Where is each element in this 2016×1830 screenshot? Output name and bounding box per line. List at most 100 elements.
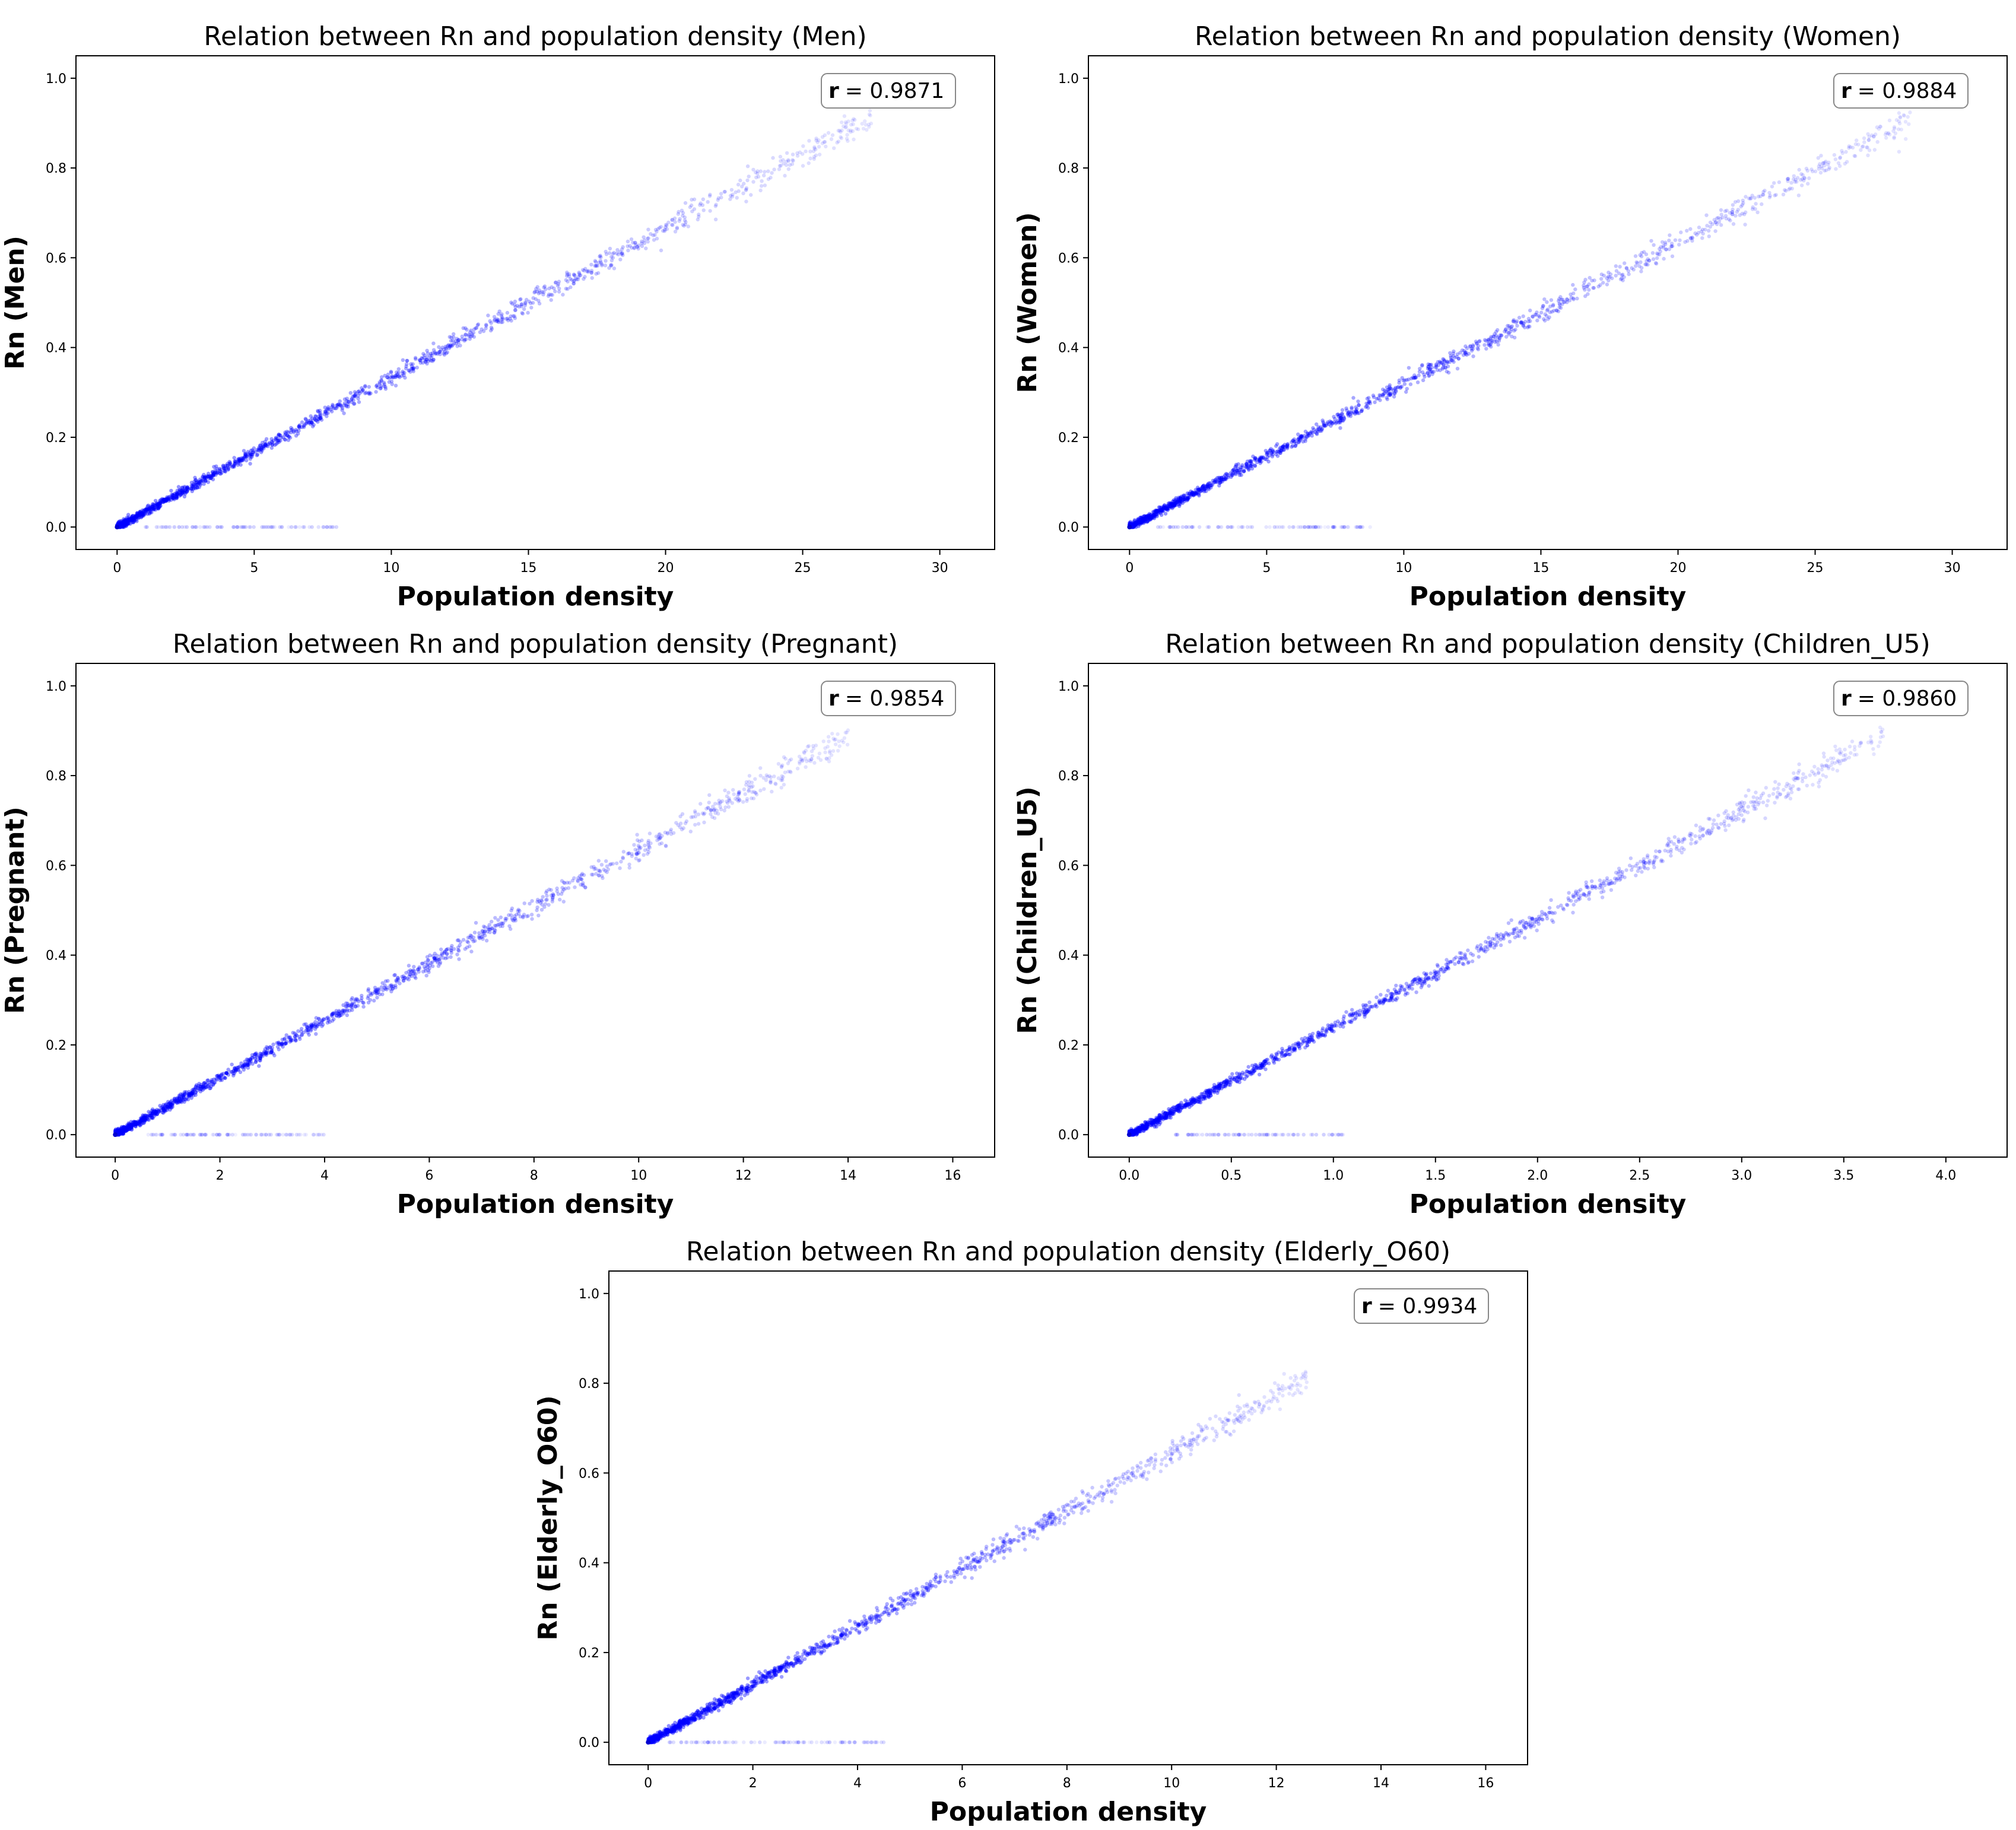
scatter-point [142,1116,147,1120]
scatter-point [302,1022,306,1027]
scatter-point [147,1118,151,1122]
scatter-point [1183,494,1187,498]
scatter-point [192,1087,196,1091]
scatter-point [1205,484,1209,489]
scatter-point [1862,136,1866,141]
scatter-point [1131,523,1135,528]
scatter-point [1235,468,1240,473]
scatter-point [579,877,583,882]
scatter-point [863,123,868,127]
scatter-point [1245,459,1250,463]
scatter-point [318,1022,322,1027]
scatter-point [379,378,383,382]
scatter-point [300,420,304,424]
scatter-point [499,915,503,920]
scatter-point [272,443,277,447]
scatter-point [123,1126,128,1130]
scatter-point [1142,519,1147,523]
scatter-point [518,297,522,302]
scatter-point [1137,518,1142,522]
scatter-point [1281,444,1285,448]
scatter-point [1706,228,1711,233]
scatter-point [560,886,564,890]
scatter-point [1440,367,1444,371]
scatter-point [609,255,614,259]
scatter-point [1170,503,1174,507]
scatter-point [233,1066,237,1070]
scatter-point [1147,517,1151,521]
scatter-point [139,1117,144,1121]
correlation-annotation: r = 0.9884 [1833,73,1969,109]
scatter-point [1742,212,1747,217]
scatter-point [843,730,847,735]
scatter-point [1499,333,1503,338]
scatter-point [1325,421,1329,426]
scatter-point [347,1003,351,1008]
correlation-annotation: r = 0.9854 [821,681,956,716]
scatter-point [458,344,462,348]
scatter-point [1412,376,1417,380]
scatter-point [1291,439,1295,443]
scatter-point [1269,1054,1274,1059]
scatter-point [131,516,135,521]
y-tick-label: 0.8 [46,769,66,784]
scatter-point [131,520,135,524]
scatter-point [1906,115,1910,119]
scatter-point [389,989,393,994]
scatter-point [577,271,581,275]
scatter-point [1307,433,1311,438]
scatter-point [691,815,695,819]
scatter-point [266,1051,271,1055]
scatter-point [500,320,504,325]
scatter-point [510,301,515,306]
scatter-point [394,978,398,983]
scatter-point [1744,195,1748,199]
scatter-point [285,430,289,434]
scatter-point [189,487,193,491]
scatter-point [1866,138,1871,142]
scatter-point [201,1088,205,1092]
scatter-point [640,239,644,243]
scatter-point [1789,787,1793,792]
scatter-point [1290,440,1294,444]
scatter-point [1475,346,1480,350]
scatter-point [807,758,811,762]
scatter-point [1541,304,1545,309]
scatter-point [264,1050,268,1055]
scatter-point [855,126,859,131]
x-tick-label: 20 [1669,561,1686,576]
scatter-point [330,409,334,414]
scatter-point [1736,816,1741,821]
scatter-point [1135,1128,1139,1133]
scatter-point [186,1097,191,1102]
scatter-point [147,511,151,516]
scatter-point [189,1133,193,1137]
scatter-point [122,1125,126,1130]
scatter-point [1793,180,1797,184]
scatter-point [334,1013,339,1018]
scatter-point [1828,756,1833,761]
scatter-point [312,422,316,427]
scatter-point [1463,351,1467,355]
scatter-point [176,491,180,495]
scatter-point [1466,960,1471,964]
scatter-point [1437,360,1442,364]
scatter-point [1244,465,1248,470]
scatter-point [1898,115,1902,119]
scatter-point [116,521,120,525]
scatter-point [449,955,453,960]
scatter-point [119,522,123,526]
scatter-point [209,1079,214,1084]
scatter-point [1193,1099,1198,1104]
scatter-point [609,263,613,268]
scatter-point [1409,376,1414,380]
scatter-point [477,934,481,938]
scatter-point [576,277,580,281]
scatter-point [335,403,339,408]
scatter-point [395,976,400,980]
scatter-point [1148,514,1153,519]
scatter-point [755,171,760,176]
scatter-point [173,1099,177,1103]
scatter-point [293,1034,297,1038]
scatter-point [133,1120,137,1124]
